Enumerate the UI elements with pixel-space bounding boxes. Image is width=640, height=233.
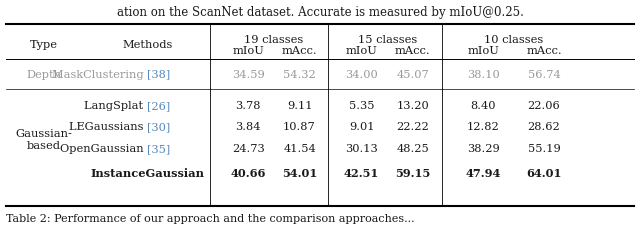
Text: 24.73: 24.73 bbox=[232, 144, 265, 154]
Text: 3.78: 3.78 bbox=[236, 101, 261, 111]
Text: mAcc.: mAcc. bbox=[526, 46, 562, 56]
Text: LEGaussians: LEGaussians bbox=[69, 122, 147, 132]
Text: 38.10: 38.10 bbox=[467, 70, 500, 79]
Text: 9.01: 9.01 bbox=[349, 122, 374, 132]
Text: [26]: [26] bbox=[147, 101, 170, 111]
Text: 54.01: 54.01 bbox=[282, 168, 317, 179]
Text: OpenGaussian: OpenGaussian bbox=[60, 144, 147, 154]
Text: [35]: [35] bbox=[147, 144, 170, 154]
Text: LangSplat: LangSplat bbox=[84, 101, 147, 111]
Text: 41.54: 41.54 bbox=[283, 144, 316, 154]
Text: 15 classes: 15 classes bbox=[358, 35, 417, 45]
Text: mAcc.: mAcc. bbox=[282, 46, 317, 56]
Text: Table 2: Performance of our approach and the comparison approaches...: Table 2: Performance of our approach and… bbox=[6, 214, 415, 224]
Text: 19 classes: 19 classes bbox=[244, 35, 303, 45]
Text: 12.82: 12.82 bbox=[467, 122, 500, 132]
Text: Methods: Methods bbox=[122, 41, 172, 50]
Text: 59.15: 59.15 bbox=[395, 168, 431, 179]
Text: MaskClustering: MaskClustering bbox=[52, 70, 147, 79]
Text: 56.74: 56.74 bbox=[527, 70, 561, 79]
Text: 22.06: 22.06 bbox=[527, 101, 561, 111]
Text: 22.22: 22.22 bbox=[396, 122, 429, 132]
Text: mIoU: mIoU bbox=[467, 46, 499, 56]
Text: [30]: [30] bbox=[147, 122, 170, 132]
Text: 9.11: 9.11 bbox=[287, 101, 312, 111]
Text: InstanceGaussian: InstanceGaussian bbox=[90, 168, 204, 179]
Text: 34.00: 34.00 bbox=[345, 70, 378, 79]
Text: 42.51: 42.51 bbox=[344, 168, 380, 179]
Text: 34.59: 34.59 bbox=[232, 70, 265, 79]
Text: ation on the ScanNet dataset. Accurate is measured by mIoU@0.25.: ation on the ScanNet dataset. Accurate i… bbox=[116, 6, 524, 19]
Text: 55.19: 55.19 bbox=[527, 144, 561, 154]
Text: Depth: Depth bbox=[26, 70, 61, 79]
Text: 47.94: 47.94 bbox=[465, 168, 501, 179]
Text: Gaussian-
based: Gaussian- based bbox=[15, 129, 72, 151]
Text: 10 classes: 10 classes bbox=[484, 35, 543, 45]
Text: 8.40: 8.40 bbox=[470, 101, 496, 111]
Text: 64.01: 64.01 bbox=[526, 168, 562, 179]
Text: 48.25: 48.25 bbox=[396, 144, 429, 154]
Text: mIoU: mIoU bbox=[232, 46, 264, 56]
Text: 28.62: 28.62 bbox=[527, 122, 561, 132]
Text: 45.07: 45.07 bbox=[396, 70, 429, 79]
Text: 54.32: 54.32 bbox=[283, 70, 316, 79]
Text: 5.35: 5.35 bbox=[349, 101, 374, 111]
Text: 40.66: 40.66 bbox=[230, 168, 266, 179]
Text: 10.87: 10.87 bbox=[283, 122, 316, 132]
Text: mAcc.: mAcc. bbox=[395, 46, 431, 56]
Text: mIoU: mIoU bbox=[346, 46, 378, 56]
Text: 13.20: 13.20 bbox=[396, 101, 429, 111]
Text: 30.13: 30.13 bbox=[345, 144, 378, 154]
Text: 3.84: 3.84 bbox=[236, 122, 261, 132]
Text: 38.29: 38.29 bbox=[467, 144, 500, 154]
Text: Type: Type bbox=[29, 41, 58, 50]
Text: [38]: [38] bbox=[147, 70, 170, 79]
